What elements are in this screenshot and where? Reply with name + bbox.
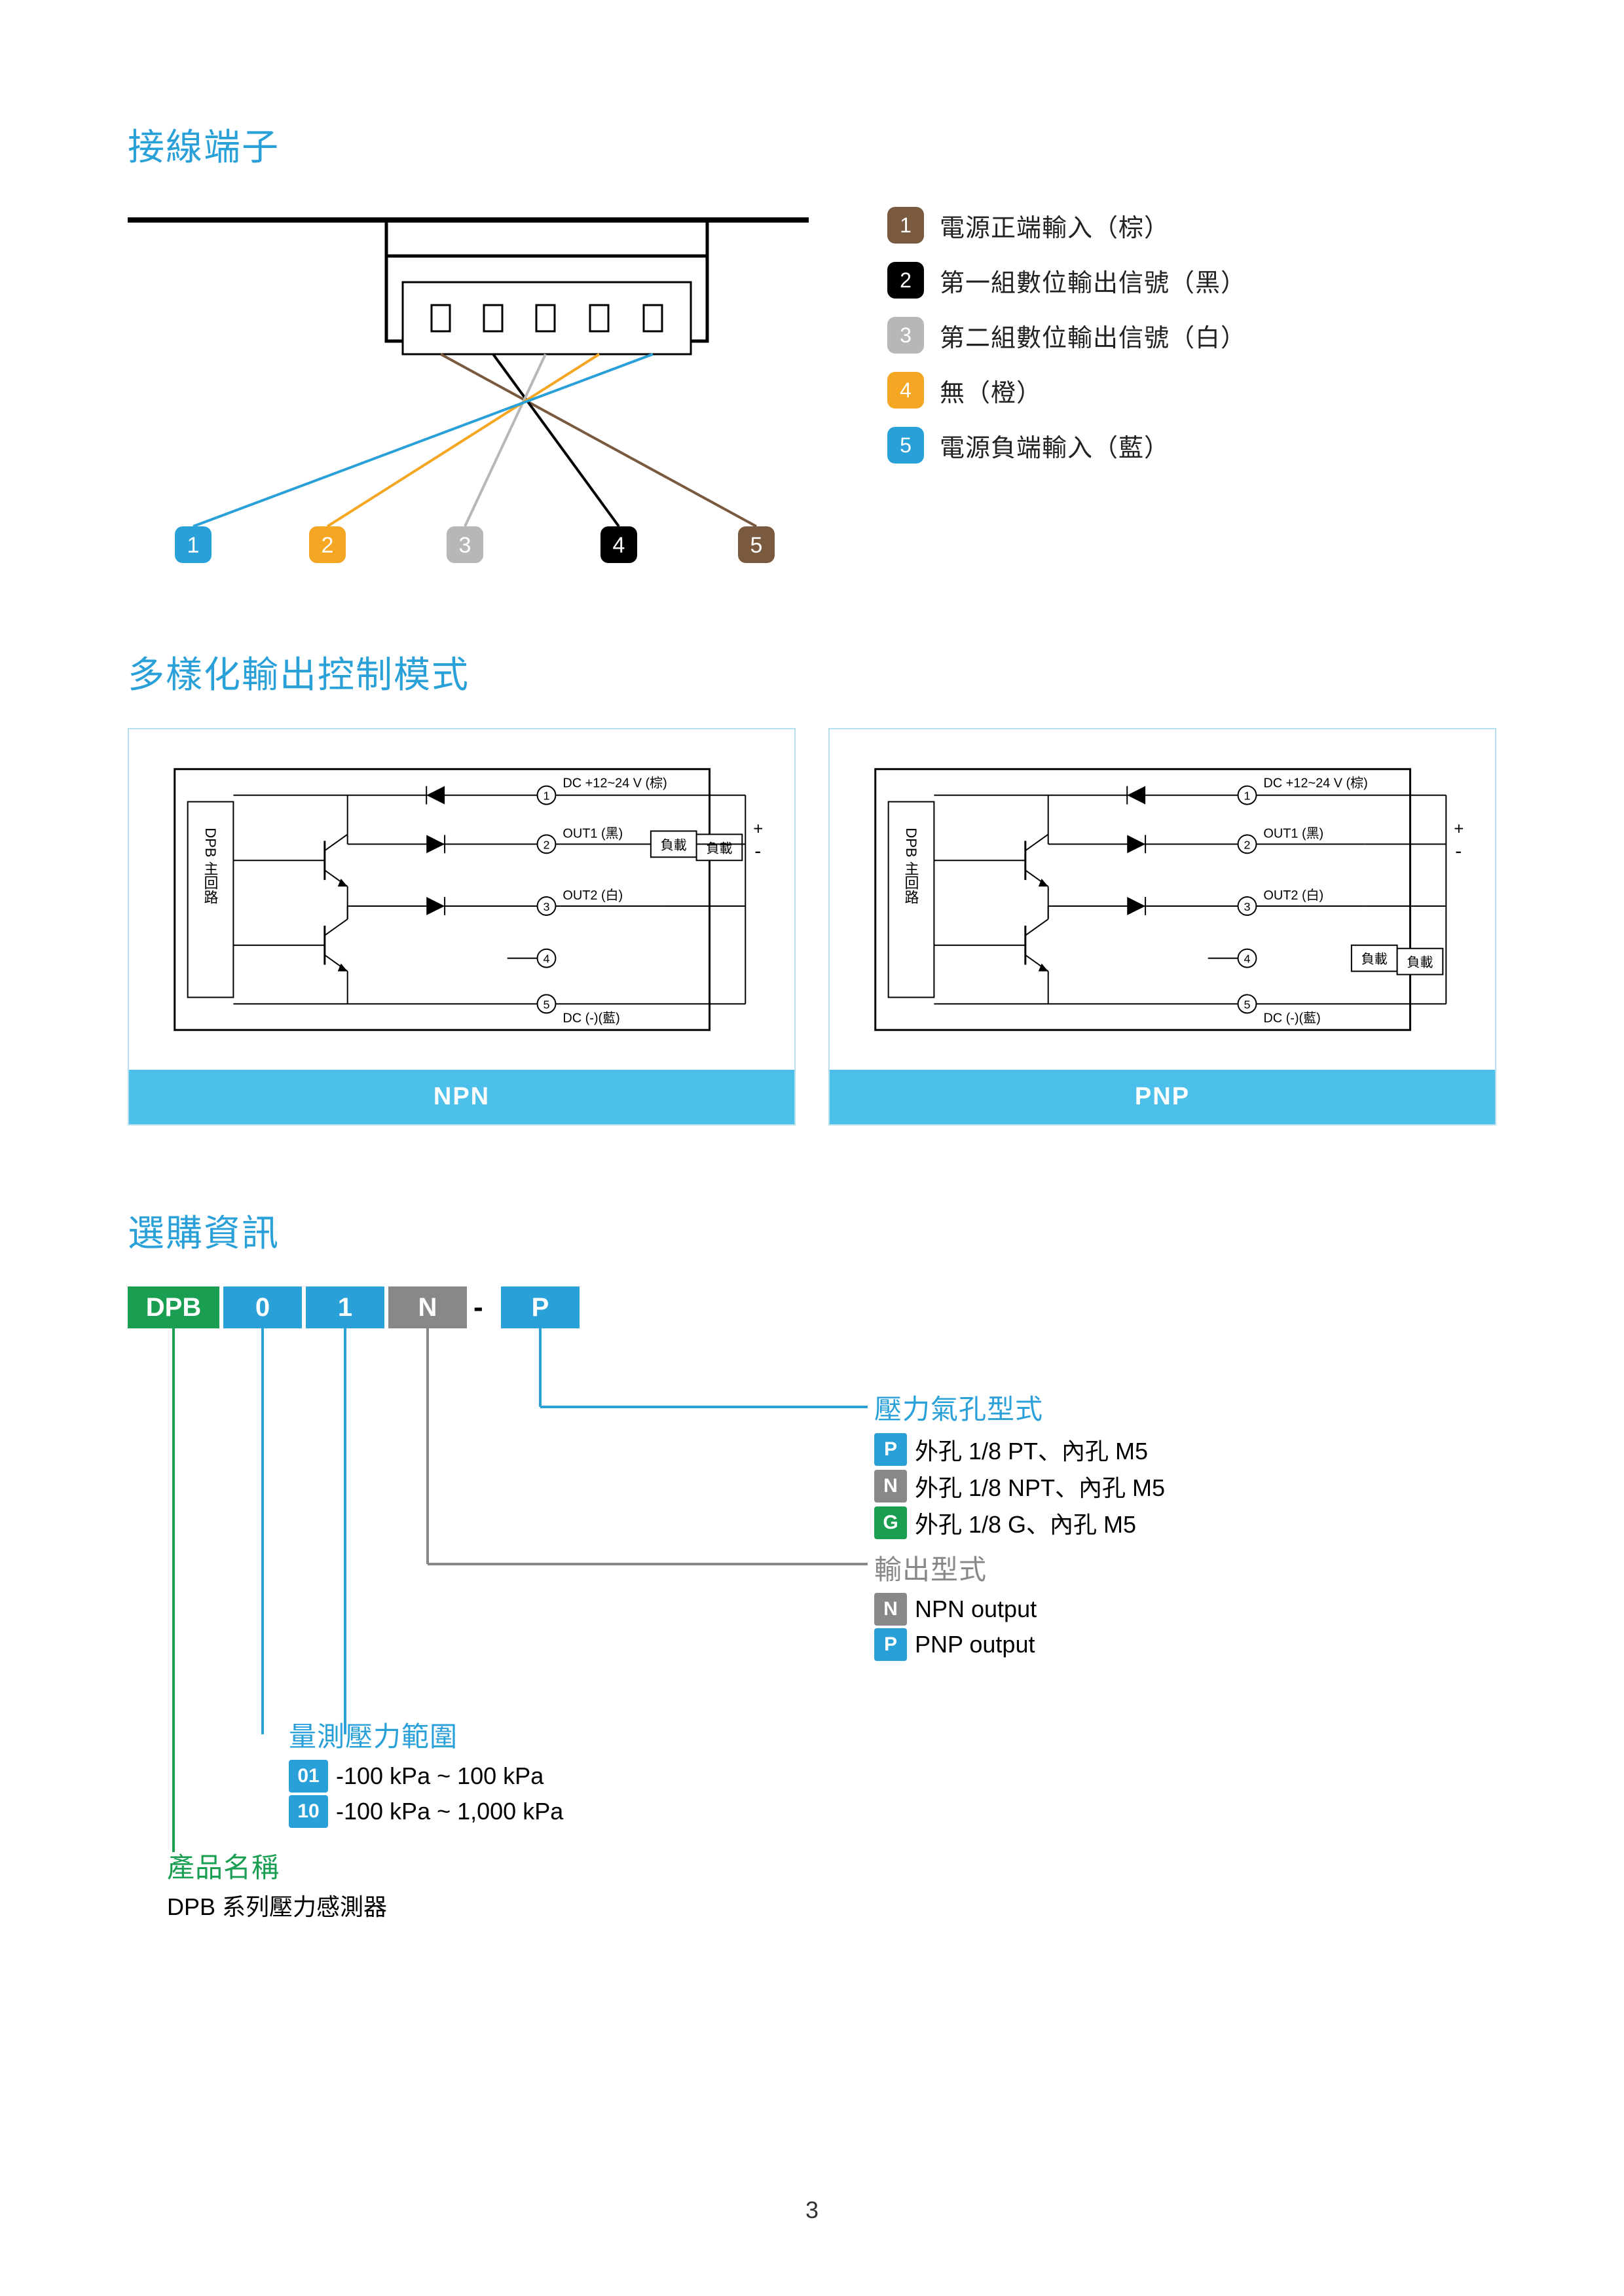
branch-chip: P <box>874 1433 907 1466</box>
svg-text:DC (-)(藍): DC (-)(藍) <box>563 1010 619 1025</box>
legend-pin-5: 5 <box>887 427 924 464</box>
legend-row-3: 3 第二組數位輸出信號（白） <box>887 317 1246 354</box>
circuit-label-npn: NPN <box>129 1070 794 1124</box>
branch-text: -100 kPa ~ 100 kPa <box>336 1762 544 1790</box>
svg-text:2: 2 <box>544 838 550 851</box>
order-dash: - <box>471 1291 497 1324</box>
legend-row-2: 2 第一組數位輸出信號（黑） <box>887 262 1246 299</box>
svg-text:5: 5 <box>1244 998 1251 1011</box>
branch-sub: DPB 系列壓力感測器 <box>167 1888 387 1922</box>
svg-text:+: + <box>1454 820 1464 838</box>
legend-text-2: 第一組數位輸出信號（黑） <box>940 263 1246 299</box>
branch-text: 外孔 1/8 G、內孔 M5 <box>915 1506 1136 1540</box>
legend-pin-4: 4 <box>887 372 924 409</box>
legend-pin-3: 3 <box>887 317 924 354</box>
branch-item: P外孔 1/8 PT、內孔 M5 <box>874 1432 1165 1467</box>
branch-chip: G <box>874 1506 907 1539</box>
page-number: 3 <box>805 2196 819 2224</box>
svg-text:DC +12~24 V (棕): DC +12~24 V (棕) <box>563 776 667 791</box>
svg-text:1: 1 <box>1244 790 1251 803</box>
svg-text:OUT1 (黑): OUT1 (黑) <box>563 826 623 841</box>
terminal-legend: 1 電源正端輸入（棕） 2 第一組數位輸出信號（黑） 3 第二組數位輸出信號（白） 4 無（橙… <box>887 200 1246 567</box>
svg-text:3: 3 <box>459 533 471 558</box>
order-tree: 壓力氣孔型式P外孔 1/8 PT、內孔 M5N外孔 1/8 NPT、內孔 M5G… <box>128 1328 1496 1931</box>
branch-item: N外孔 1/8 NPT、內孔 M5 <box>874 1469 1165 1503</box>
branch-title: 量測壓力範圍 <box>289 1715 563 1755</box>
branch-text: PNP output <box>915 1631 1035 1658</box>
terminal-diagram: 5 4 3 2 1 <box>128 200 809 567</box>
svg-text:DC +12~24 V (棕): DC +12~24 V (棕) <box>1263 776 1367 791</box>
svg-text:DC (-)(藍): DC (-)(藍) <box>1263 1010 1320 1025</box>
svg-text:DPB 主回路: DPB 主回路 <box>903 828 919 904</box>
circuit-npn: DPB 主回路 1 2 3 4 5 + - DC +12~24 V (棕) OUT1 (黑) OUT… <box>128 728 796 1125</box>
terminal-pin-5: 5 <box>738 526 775 563</box>
svg-text:2: 2 <box>1244 838 1251 851</box>
branch-item: 10 -100 kPa ~ 1,000 kPa <box>289 1795 563 1828</box>
svg-text:OUT2 (白): OUT2 (白) <box>1263 888 1323 903</box>
legend-row-4: 4 無（橙） <box>887 372 1246 409</box>
svg-text:負載: 負載 <box>661 837 687 852</box>
svg-text:1: 1 <box>544 790 550 803</box>
svg-text:負載: 負載 <box>707 841 733 856</box>
legend-row-5: 5 電源負端輸入（藍） <box>887 427 1246 464</box>
svg-text:5: 5 <box>750 533 763 558</box>
branch-item: N NPN output <box>874 1593 1037 1626</box>
terminal-pin-4: 4 <box>600 526 637 563</box>
order-bar: DPB01N-P <box>128 1286 1496 1328</box>
svg-text:-: - <box>754 840 761 862</box>
terminal-pin-1: 1 <box>175 526 212 563</box>
branch-title: 產品名稱 <box>167 1846 387 1886</box>
svg-text:4: 4 <box>1244 953 1251 966</box>
svg-text:OUT2 (白): OUT2 (白) <box>563 888 623 903</box>
branch-chip: N <box>874 1470 907 1503</box>
terminal-title: 接線端子 <box>128 118 1496 171</box>
terminal-section: 5 4 3 2 1 1 電源正端輸入（棕） 2 第一組數位輸出信號（黑） 3 第二組數位輸出信號（… <box>128 200 1496 567</box>
legend-pin-2: 2 <box>887 262 924 299</box>
legend-text-5: 電源負端輸入（藍） <box>940 428 1170 464</box>
terminal-pin-3: 3 <box>447 526 483 563</box>
circuit-cards: DPB 主回路 1 2 3 4 5 + - DC +12~24 V (棕) OUT1 (黑) OUT… <box>128 728 1496 1125</box>
circuits-title: 多樣化輸出控制模式 <box>128 646 1496 699</box>
branch-text: -100 kPa ~ 1,000 kPa <box>336 1798 563 1825</box>
branch-title: 輸出型式 <box>874 1548 1037 1588</box>
branch-text: 外孔 1/8 PT、內孔 M5 <box>915 1432 1148 1467</box>
svg-text:-: - <box>1455 840 1462 862</box>
order-seg-0: DPB <box>128 1286 219 1328</box>
legend-pin-1: 1 <box>887 207 924 244</box>
legend-text-4: 無（橙） <box>940 373 1042 409</box>
branch-title: 壓力氣孔型式 <box>874 1387 1165 1427</box>
svg-text:2: 2 <box>322 533 334 558</box>
legend-text-3: 第二組數位輸出信號（白） <box>940 318 1246 354</box>
branch-text: 外孔 1/8 NPT、內孔 M5 <box>915 1469 1165 1503</box>
order-seg-5: P <box>501 1286 580 1328</box>
branch-chip: N <box>874 1593 907 1626</box>
branch-item: P PNP output <box>874 1628 1037 1661</box>
branch-chip: 10 <box>289 1795 328 1828</box>
legend-row-1: 1 電源正端輸入（棕） <box>887 207 1246 244</box>
branch-item: G外孔 1/8 G、內孔 M5 <box>874 1506 1165 1540</box>
svg-text:DPB 主回路: DPB 主回路 <box>202 828 219 904</box>
circuit-pnp: DPB 主回路 1 2 3 4 5 + - DC +12~24 V (棕) OUT1 (黑) OUT… <box>828 728 1496 1125</box>
svg-text:1: 1 <box>187 533 200 558</box>
svg-text:OUT1 (黑): OUT1 (黑) <box>1263 826 1323 841</box>
ordering-title: 選購資訊 <box>128 1204 1496 1257</box>
circuit-label-pnp: PNP <box>830 1070 1495 1124</box>
order-seg-3: N <box>388 1286 467 1328</box>
legend-text-1: 電源正端輸入（棕） <box>940 208 1170 244</box>
svg-text:4: 4 <box>613 533 625 558</box>
order-seg-1: 0 <box>223 1286 302 1328</box>
branch-text: NPN output <box>915 1595 1037 1623</box>
branch-chip: 01 <box>289 1760 328 1793</box>
branch-item: 01 -100 kPa ~ 100 kPa <box>289 1760 563 1793</box>
svg-text:負載: 負載 <box>1407 955 1433 970</box>
svg-text:負載: 負載 <box>1361 952 1388 967</box>
svg-text:4: 4 <box>544 953 550 966</box>
order-seg-2: 1 <box>306 1286 384 1328</box>
svg-text:3: 3 <box>1244 900 1251 913</box>
svg-text:3: 3 <box>544 900 550 913</box>
branch-chip: P <box>874 1628 907 1661</box>
svg-text:5: 5 <box>544 998 550 1011</box>
terminal-pin-2: 2 <box>309 526 346 563</box>
svg-text:+: + <box>753 820 763 838</box>
